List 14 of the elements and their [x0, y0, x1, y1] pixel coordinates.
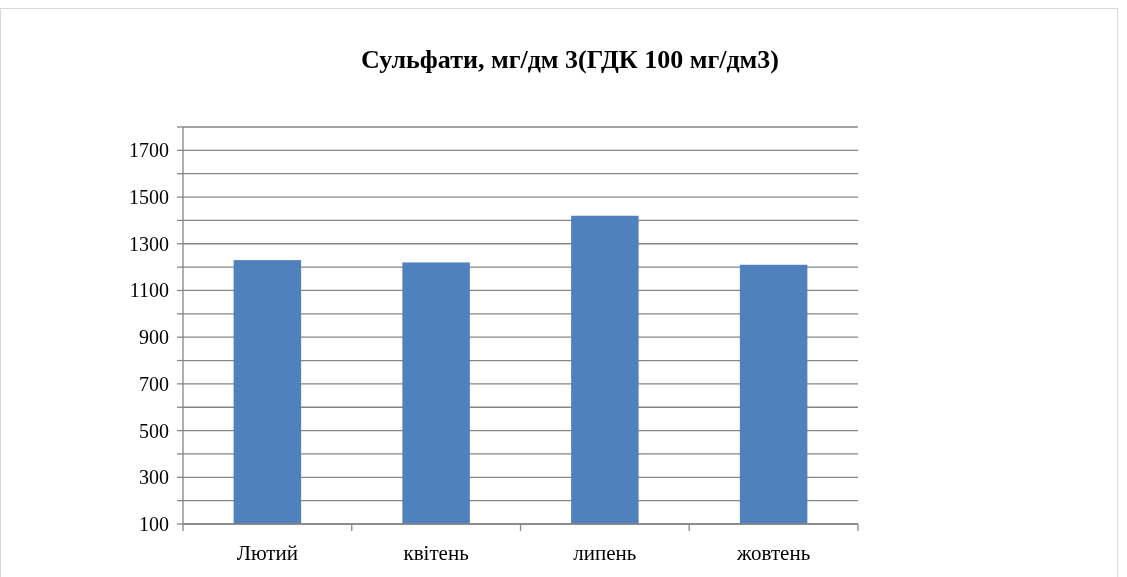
y-tick-label: 300 [139, 466, 169, 489]
y-tick-label: 1700 [129, 139, 169, 162]
y-tick-label: 500 [139, 419, 169, 442]
y-tick-label: 100 [139, 513, 169, 535]
y-tick-label: 900 [139, 326, 169, 349]
y-tick-label: 700 [139, 372, 169, 395]
chart-title: Сульфати, мг/дм 3(ГДК 100 мг/дм3) [361, 45, 779, 74]
x-tick-label: квітень [403, 541, 469, 565]
y-tick-label: 1300 [129, 232, 169, 255]
y-tick-label: 1100 [129, 279, 169, 302]
x-tick-label: липень [573, 541, 637, 565]
x-tick-label: Лютий [236, 541, 299, 565]
y-tick-label: 1500 [129, 186, 169, 209]
x-tick-label: жовтень [736, 541, 811, 565]
